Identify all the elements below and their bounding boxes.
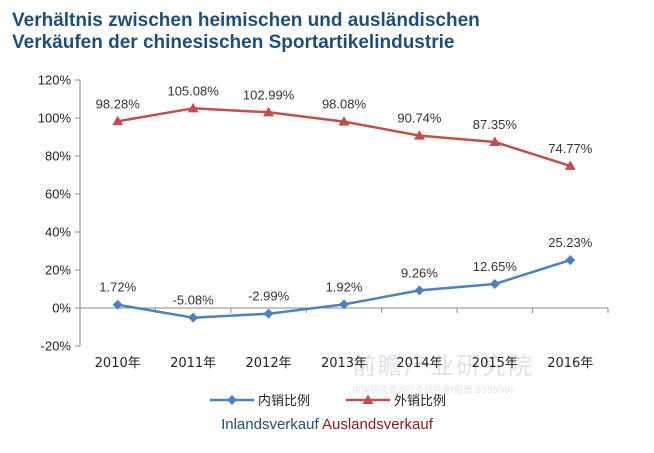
data-label: 9.26%	[401, 265, 438, 280]
legend-item-export: 外销比例	[346, 394, 446, 409]
data-label: 102.99%	[243, 87, 295, 102]
data-point-marker	[112, 115, 124, 126]
data-point-marker	[413, 130, 425, 140]
data-point-marker	[489, 278, 500, 289]
y-tick-label: 120%	[38, 73, 72, 88]
data-point-marker	[564, 160, 576, 170]
data-label: 25.23%	[548, 235, 593, 250]
data-point-marker	[414, 285, 425, 296]
data-point-marker	[338, 116, 350, 126]
data-point-marker	[187, 102, 199, 113]
data-point-marker	[565, 255, 576, 266]
data-label: 90.74%	[397, 111, 442, 126]
chart-title-line-1: Verhältnis zwischen heimischen und auslä…	[12, 10, 480, 31]
data-label: 98.08%	[322, 97, 367, 112]
data-point-marker	[188, 312, 199, 323]
x-tick-label: 2013年	[321, 356, 367, 371]
data-label: 1.72%	[99, 280, 136, 295]
data-label: -5.08%	[173, 293, 215, 308]
legend-label: 内销比例	[258, 393, 310, 409]
data-label: 1.92%	[326, 279, 363, 294]
y-tick-label: 60%	[45, 187, 71, 202]
legend-label: 外销比例	[394, 394, 446, 409]
chart-title: Verhältnis zwischen heimischen und auslä…	[12, 10, 642, 54]
data-label: 12.65%	[473, 259, 518, 274]
y-tick-label: 100%	[38, 111, 72, 126]
data-point-marker	[263, 308, 274, 319]
data-point-marker	[489, 136, 501, 147]
x-tick-label: 2014年	[396, 356, 442, 371]
y-tick-label: -20%	[41, 339, 72, 354]
x-tick-label: 2010年	[95, 356, 141, 371]
x-tick-label: 2011年	[170, 356, 216, 371]
x-tick-label: 2012年	[246, 356, 292, 371]
data-label: 87.35%	[473, 117, 518, 132]
translated-legend: Inlandsverkauf Auslandsverkauf	[0, 416, 654, 433]
y-tick-label: 80%	[45, 149, 71, 164]
chart-title-line-2: Verkäufen der chinesischen Sportartikeli…	[12, 32, 455, 53]
legend-marker	[362, 394, 374, 404]
data-point-marker	[263, 106, 275, 117]
data-label: 98.28%	[96, 96, 141, 111]
y-tick-label: 20%	[45, 263, 71, 278]
y-tick-label: 0%	[52, 301, 71, 316]
legend-marker	[227, 395, 237, 405]
data-label: 74.77%	[548, 141, 593, 156]
watermark-sub: 中国研究咨询行业领导者(股票:839599)	[352, 386, 514, 396]
data-point-marker	[339, 299, 349, 310]
data-point-marker	[112, 299, 123, 310]
sublabel-ausland: Auslandsverkauf	[322, 416, 433, 433]
sublabel-inland: Inlandsverkauf	[221, 416, 319, 433]
watermark: 前瞻产业研究院 中国研究咨询行业领导者(股票:839599)	[352, 346, 602, 396]
x-tick-label: 2016年	[547, 356, 593, 371]
y-tick-label: 40%	[45, 225, 71, 240]
watermark-main: 前瞻产业研究院	[352, 352, 534, 380]
data-label: 105.08%	[167, 83, 219, 98]
x-tick-label: 2015年	[472, 356, 518, 371]
legend-item-domestic: 内销比例	[210, 393, 310, 409]
data-label: -2.99%	[248, 289, 290, 304]
